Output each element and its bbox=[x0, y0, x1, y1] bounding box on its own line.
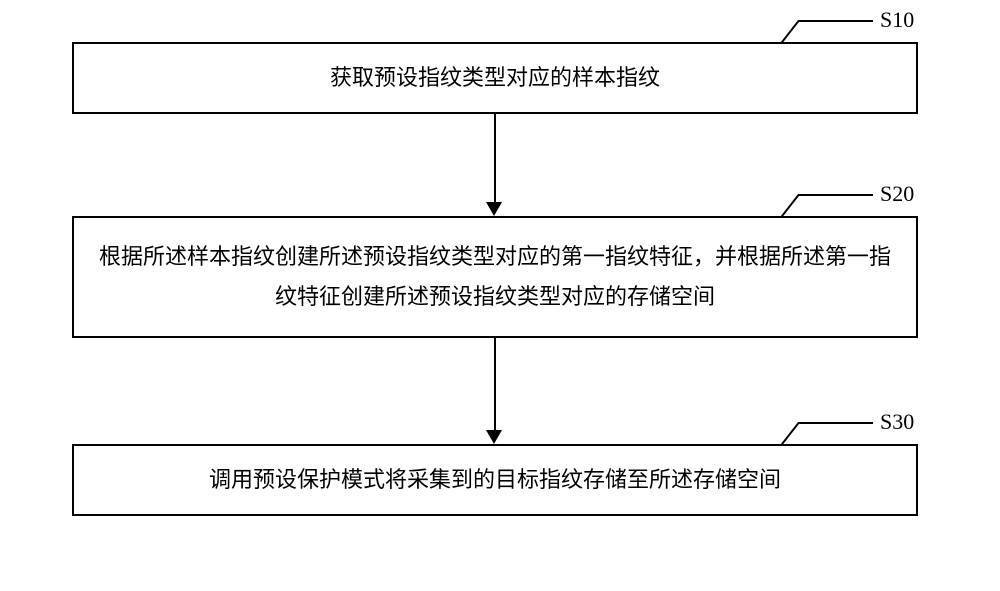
leader-diag bbox=[781, 20, 800, 43]
step-label-s30: S30 bbox=[880, 409, 914, 435]
leader-line bbox=[798, 20, 873, 22]
arrow-icon bbox=[486, 430, 502, 444]
leader-diag bbox=[781, 422, 800, 445]
edge-n2-n3 bbox=[494, 338, 496, 430]
flowchart-node-s10: 获取预设指纹类型对应的样本指纹 bbox=[72, 42, 918, 114]
leader-line bbox=[798, 194, 873, 196]
arrow-icon bbox=[486, 202, 502, 216]
flowchart-node-s20: 根据所述样本指纹创建所述预设指纹类型对应的第一指纹特征，并根据所述第一指纹特征创… bbox=[72, 216, 918, 338]
step-label-s20: S20 bbox=[880, 181, 914, 207]
flowchart-node-s30: 调用预设保护模式将采集到的目标指纹存储至所述存储空间 bbox=[72, 444, 918, 516]
node-text: 获取预设指纹类型对应的样本指纹 bbox=[330, 58, 660, 98]
step-label-s10: S10 bbox=[880, 7, 914, 33]
leader-diag bbox=[781, 194, 800, 217]
node-text: 根据所述样本指纹创建所述预设指纹类型对应的第一指纹特征，并根据所述第一指纹特征创… bbox=[94, 237, 896, 316]
node-text: 调用预设保护模式将采集到的目标指纹存储至所述存储空间 bbox=[209, 460, 781, 500]
flowchart-container: 获取预设指纹类型对应的样本指纹 S10 根据所述样本指纹创建所述预设指纹类型对应… bbox=[0, 0, 1000, 591]
edge-n1-n2 bbox=[494, 114, 496, 202]
leader-line bbox=[798, 422, 873, 424]
